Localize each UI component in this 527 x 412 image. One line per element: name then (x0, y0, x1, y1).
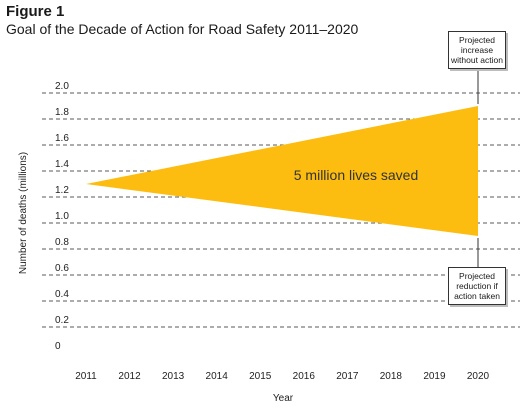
x-tick-label: 2012 (118, 371, 141, 382)
y-tick-label: 1.6 (55, 133, 69, 144)
x-tick-label: 2014 (206, 371, 229, 382)
x-tick-label: 2017 (336, 371, 359, 382)
x-tick-label: 2015 (249, 371, 272, 382)
x-tick-label: 2016 (293, 371, 316, 382)
chart-title: Goal of the Decade of Action for Road Sa… (6, 21, 359, 37)
y-axis-ticks: 0 0.2 0.4 0.6 0.8 1.0 1.2 1.4 1.6 1.8 2.0 (55, 81, 69, 352)
gridlines (42, 92, 520, 328)
y-tick-label: 2.0 (55, 81, 69, 92)
callout-reduction: Projected reduction if action taken (448, 267, 506, 305)
y-tick-label: 0.8 (55, 237, 69, 248)
y-tick-label: 1.2 (55, 185, 69, 196)
x-tick-label: 2020 (467, 371, 490, 382)
lives-saved-annotation: 5 million lives saved (294, 167, 419, 183)
y-tick-label: 1.8 (55, 107, 69, 118)
y-axis-label: Number of deaths (millions) (18, 152, 29, 274)
y-tick-label: 0.4 (55, 289, 69, 300)
y-tick-label: 0 (55, 341, 61, 352)
x-tick-label: 2013 (162, 371, 185, 382)
x-axis-label: Year (273, 393, 294, 404)
y-tick-label: 0.2 (55, 315, 69, 326)
y-tick-label: 0.6 (55, 263, 69, 274)
y-tick-label: 1.0 (55, 211, 69, 222)
lives-saved-band (86, 106, 478, 236)
x-tick-label: 2019 (423, 371, 446, 382)
callout-increase: Projected increase without action (448, 31, 506, 69)
y-tick-label: 1.4 (55, 159, 69, 170)
x-tick-label: 2011 (75, 371, 97, 382)
x-axis-ticks: 2011 2012 2013 2014 2015 2016 2017 2018 2019 2020 (75, 371, 489, 382)
x-tick-label: 2018 (380, 371, 403, 382)
figure-label: Figure 1 (6, 3, 65, 20)
